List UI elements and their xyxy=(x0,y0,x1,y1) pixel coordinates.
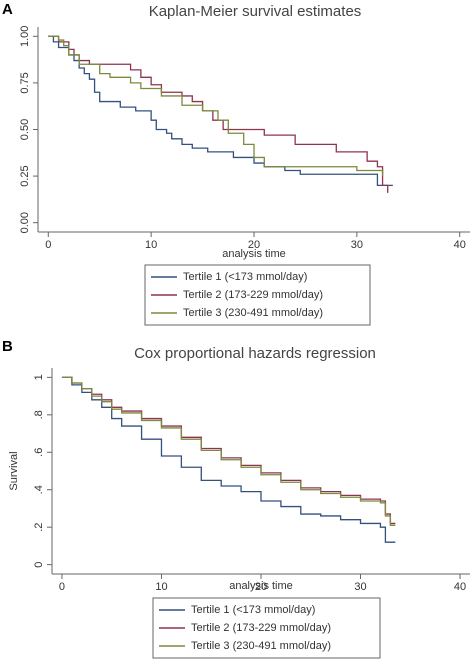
x-tick-label: 30 xyxy=(351,239,363,251)
x-tick-label: 30 xyxy=(354,581,366,593)
y-tick-label: 1 xyxy=(33,374,45,380)
legend-label: Tertile 2 (173-229 mmol/day) xyxy=(191,622,331,634)
legend-label: Tertile 1 (<173 mmol/day) xyxy=(191,604,315,616)
legend-label: Tertile 2 (173-229 mmol/day) xyxy=(183,289,323,301)
y-tick-label: .8 xyxy=(33,410,45,419)
y-tick-label: 0 xyxy=(33,562,45,568)
chart-title: Cox proportional hazards regression xyxy=(134,345,376,362)
y-tick-label: .2 xyxy=(33,523,45,532)
survival-line xyxy=(61,376,396,526)
panel-label: A xyxy=(2,1,13,18)
x-tick-label: 10 xyxy=(155,581,167,593)
x-axis-label: analysis time xyxy=(222,248,286,260)
x-tick-label: 20 xyxy=(248,239,260,251)
legend-label: Tertile 1 (<173 mmol/day) xyxy=(183,271,307,283)
x-axis-label: analysis time xyxy=(229,580,293,592)
x-tick-label: 0 xyxy=(59,581,65,593)
x-tick-label: 40 xyxy=(454,239,466,251)
survival-line xyxy=(61,376,396,525)
x-tick-label: 10 xyxy=(145,239,157,251)
y-tick-label: 0.50 xyxy=(19,119,31,140)
y-tick-label: .6 xyxy=(33,448,45,457)
panel-label: B xyxy=(2,338,13,355)
legend-label: Tertile 3 (230-491 mmol/day) xyxy=(183,307,323,319)
y-tick-label: .4 xyxy=(33,485,45,494)
y-tick-label: 0.75 xyxy=(19,72,31,93)
x-tick-label: 40 xyxy=(454,581,466,593)
x-tick-label: 0 xyxy=(45,239,51,251)
survival-line xyxy=(61,376,396,543)
y-tick-label: 0.00 xyxy=(19,212,31,233)
legend-box xyxy=(144,264,371,326)
legend-box xyxy=(152,597,381,659)
x-tick-label: 20 xyxy=(255,581,267,593)
legend-label: Tertile 3 (230-491 mmol/day) xyxy=(191,640,331,652)
survival-line xyxy=(48,35,393,187)
y-tick-label: 1.00 xyxy=(19,26,31,47)
y-axis-label: Survival xyxy=(8,451,20,490)
y-tick-label: 0.25 xyxy=(19,165,31,186)
survival-line xyxy=(48,35,384,177)
chart-title: Kaplan-Meier survival estimates xyxy=(149,3,362,20)
